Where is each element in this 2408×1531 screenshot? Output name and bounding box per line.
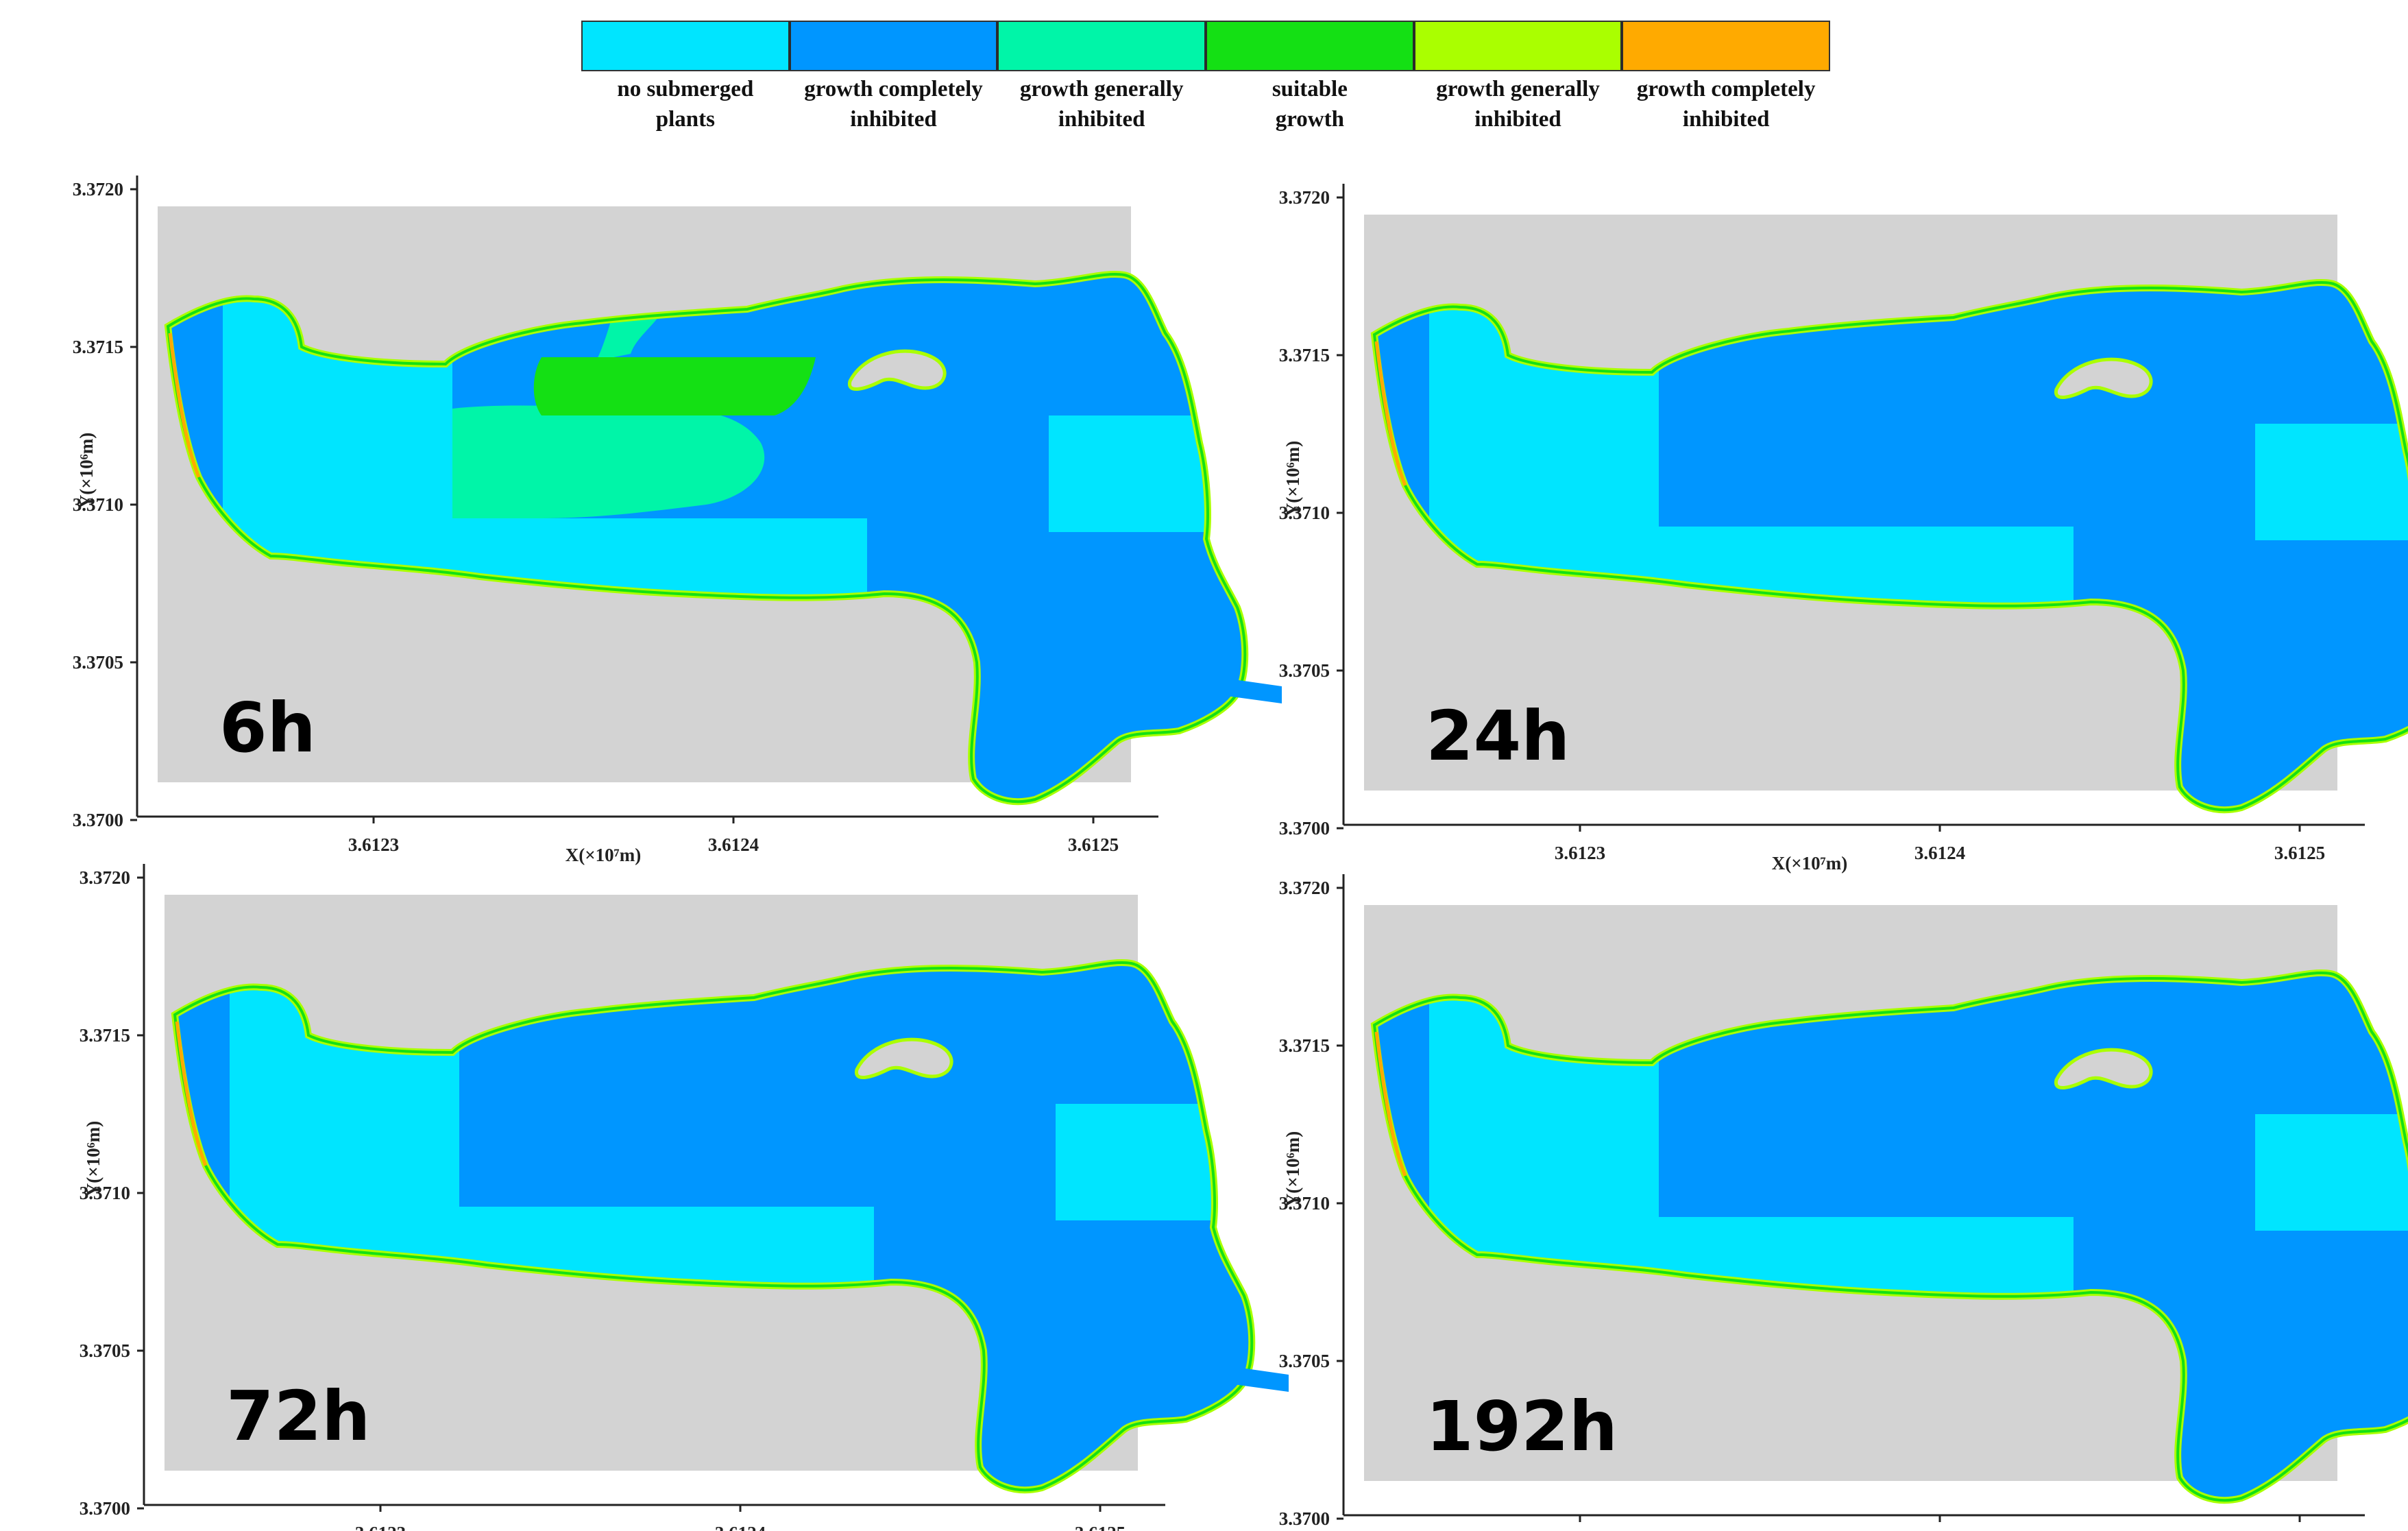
y-tick-label: 3.3710 bbox=[1279, 1193, 1330, 1214]
map-panel-192h: 3.3720 3.3715 3.3710 3.3705 3.3700 3.6123 3.61… bbox=[1206, 833, 2408, 1529]
y-tick-label: 3.3715 bbox=[80, 1025, 130, 1046]
x-tick-label: 3.6125 bbox=[1068, 834, 1119, 855]
island bbox=[855, 1037, 953, 1080]
shore-band-orange bbox=[1374, 1031, 1407, 1177]
y-tick-label: 3.3705 bbox=[1279, 1351, 1330, 1371]
lake-zones bbox=[168, 274, 1245, 802]
x-tick-label: 3.6123 bbox=[355, 1523, 406, 1531]
map-area: 3.3720 3.3715 3.3710 3.3705 3.3700 3.6123 3.61… bbox=[73, 176, 1282, 865]
y-tick-label: 3.3700 bbox=[1279, 818, 1330, 839]
y-tick-label: 3.3705 bbox=[80, 1340, 130, 1361]
shore-band-orange bbox=[175, 1021, 208, 1166]
y-tick-label: 3.3715 bbox=[1279, 1035, 1330, 1056]
shore-band-green bbox=[173, 961, 1254, 1492]
y-tick-label: 3.3715 bbox=[1279, 345, 1330, 365]
x-tick-label: 3.6123 bbox=[348, 834, 399, 855]
legend-color-bar bbox=[581, 21, 1830, 71]
island bbox=[2054, 1048, 2153, 1090]
zone-generally-inhibited bbox=[452, 405, 765, 518]
zone-inhibited-main bbox=[459, 962, 1252, 1491]
y-tick-label: 3.3720 bbox=[1279, 187, 1330, 208]
zone-east-bay bbox=[2255, 424, 2408, 540]
y-tick-label: 3.3720 bbox=[1279, 878, 1330, 898]
map-svg: 3.37203.37153.37103.37053.37003.61233.61… bbox=[1279, 874, 2408, 1529]
time-label: 24h bbox=[1426, 696, 1570, 776]
x-tick-label: 3.6125 bbox=[2274, 843, 2325, 863]
zone-inhibited-main bbox=[1659, 282, 2408, 810]
map-area: 3.37203.37153.37103.37053.37003.61233.61… bbox=[1279, 874, 2408, 1529]
y-tick-label: 3.3715 bbox=[73, 337, 123, 357]
outlet-channel bbox=[1213, 1364, 1289, 1392]
legend-swatch-6 bbox=[1623, 22, 1829, 70]
legend-label-4: suitable growth bbox=[1272, 77, 1348, 132]
y-tick-label: 3.3705 bbox=[73, 652, 123, 673]
legend-labels: no submerged plants growth completely inh… bbox=[581, 74, 1830, 134]
x-tick-label: 3.6124 bbox=[708, 834, 759, 855]
legend-label-1: no submerged plants bbox=[617, 77, 754, 132]
zone-suitable-growth bbox=[533, 357, 816, 415]
x-tick-label: 3.6124 bbox=[1914, 843, 1965, 863]
y-tick-label: 3.3705 bbox=[1279, 660, 1330, 681]
map-area: 3.3720 3.3715 3.3710 3.3705 3.3700 3.6123 3.61… bbox=[1279, 184, 2408, 873]
y-tick-label: 3.3720 bbox=[80, 867, 130, 888]
map-panel-24h: 3.3720 3.3715 3.3710 3.3705 3.3700 3.6123 3.61… bbox=[1206, 143, 2408, 873]
y-axis-title: Y(×10⁶m) bbox=[1282, 1131, 1303, 1207]
legend-label-5: growth generally inhibited bbox=[1436, 77, 1600, 132]
y-tick-label: 3.3720 bbox=[73, 179, 123, 200]
island bbox=[2054, 357, 2153, 400]
shore-band-orange bbox=[1374, 341, 1407, 486]
island bbox=[848, 349, 947, 391]
legend-label-3: growth generally inhibited bbox=[1019, 77, 1184, 132]
legend-swatch-1 bbox=[583, 22, 791, 70]
shore-band-green bbox=[1372, 281, 2408, 812]
map-panel-6h: 3.3720 3.3715 3.3710 3.3705 3.3700 3.6123 3.61… bbox=[0, 134, 1282, 865]
shore-band-green bbox=[166, 273, 1247, 804]
x-tick-label: 3.6123 bbox=[1555, 843, 1605, 863]
y-tick-label: 3.3710 bbox=[80, 1183, 130, 1203]
time-label: 6h bbox=[219, 688, 316, 768]
y-axis-title: Y(×10⁶m) bbox=[76, 433, 97, 508]
x-tick-label: 3.6124 bbox=[715, 1523, 766, 1531]
legend-label-6: growth completely inhibited bbox=[1636, 77, 1816, 132]
zone-east-bay bbox=[2255, 1114, 2408, 1231]
outlet-channel bbox=[1206, 676, 1282, 703]
map-svg: 3.3720 3.3715 3.3710 3.3705 3.3700 3.6123 3.61… bbox=[1279, 184, 2408, 873]
y-axis-title: Y(×10⁶m) bbox=[83, 1121, 104, 1196]
x-axis-title: X(×10⁷m) bbox=[565, 845, 641, 865]
x-tick-label: 3.6125 bbox=[1075, 1523, 1126, 1531]
legend-swatch-3 bbox=[999, 22, 1208, 70]
y-tick-label: 3.3710 bbox=[73, 494, 123, 515]
map-area: 3.3720 3.3715 3.3710 3.3705 3.3700 3.6123 3.61… bbox=[80, 864, 1289, 1531]
legend-label-2: growth completely inhibited bbox=[804, 77, 983, 132]
legend-swatch-4 bbox=[1207, 22, 1415, 70]
legend: no submerged plants growth completely inh… bbox=[581, 21, 1830, 136]
y-tick-label: 3.3710 bbox=[1279, 503, 1330, 523]
map-panel-72h: 3.3720 3.3715 3.3710 3.3705 3.3700 3.6123 3.61… bbox=[7, 823, 1289, 1531]
legend-swatch-2 bbox=[790, 22, 999, 70]
shore-band-orange bbox=[168, 333, 201, 478]
y-tick-label: 3.3700 bbox=[1279, 1508, 1330, 1529]
x-axis-title: X(×10⁷m) bbox=[1772, 853, 1847, 873]
zone-inhibited-main bbox=[452, 274, 1245, 802]
lake-zones bbox=[1374, 282, 2408, 810]
zone-inhibited-main bbox=[1659, 972, 2408, 1501]
map-svg: 3.3720 3.3715 3.3710 3.3705 3.3700 3.6123 3.61… bbox=[73, 176, 1282, 865]
map-svg: 3.3720 3.3715 3.3710 3.3705 3.3700 3.6123 3.61… bbox=[80, 864, 1289, 1531]
y-tick-label: 3.3700 bbox=[73, 810, 123, 830]
y-axis-title: Y(×10⁶m) bbox=[1282, 441, 1303, 516]
time-label: 192h bbox=[1426, 1386, 1618, 1467]
time-label: 72h bbox=[226, 1376, 370, 1456]
y-tick-label: 3.3700 bbox=[80, 1498, 130, 1519]
legend-swatch-5 bbox=[1415, 22, 1624, 70]
shore-band-green bbox=[1372, 972, 2408, 1502]
